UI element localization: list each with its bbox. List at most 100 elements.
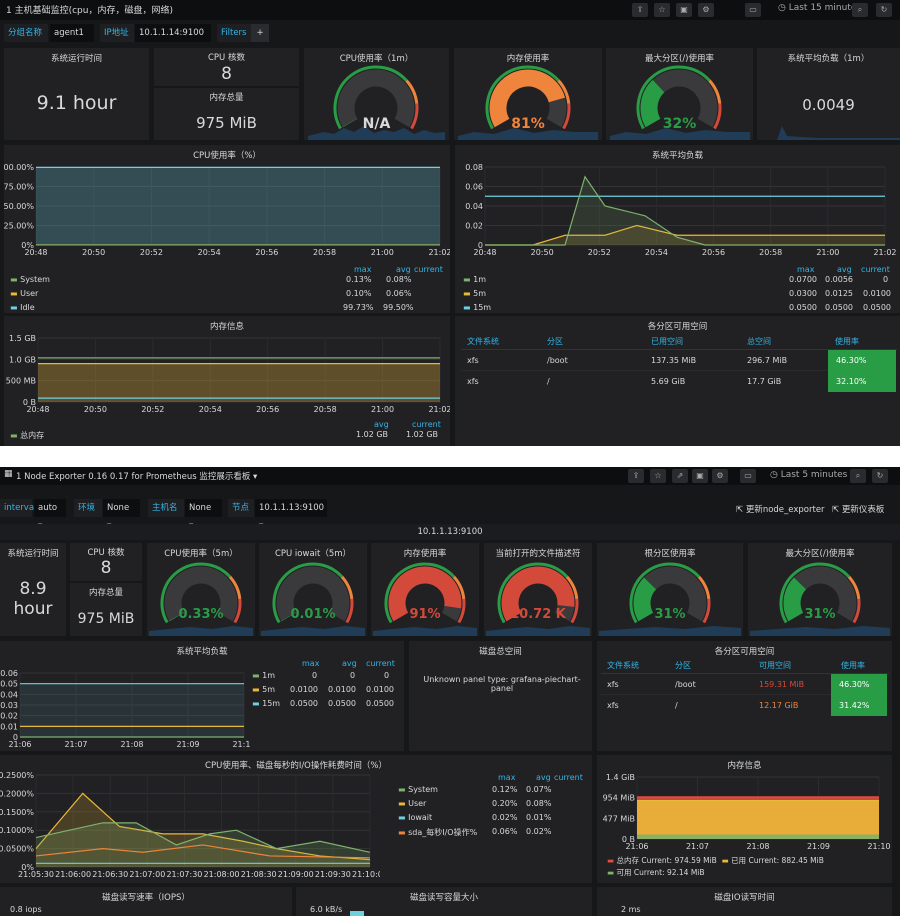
star-icon[interactable]: ☆ xyxy=(650,469,666,483)
dashboard-title[interactable]: 1 主机基础监控(cpu，内存，磁盘，网络) xyxy=(6,6,173,16)
var-select-hostname[interactable]: None ▾ xyxy=(185,499,222,531)
gauge-threshold xyxy=(333,65,408,130)
legend-row[interactable]: ▬ 1m 0 0 0 xyxy=(252,671,390,680)
legend-row[interactable]: ▬ 15m 0.0500 0.0500 0.0500 xyxy=(252,699,394,708)
update-node-exporter-link[interactable]: ⇱ 更新node_exporter xyxy=(736,505,825,515)
legend-row[interactable]: ▬ 15m 0.0500 0.0500 0.0500 xyxy=(463,303,891,312)
load-chart-panel: 系统平均负载 0.08 0.06 0.04 0.02 0 20:48 20:50 20:52 2… xyxy=(455,145,900,313)
save-icon[interactable]: ▣ xyxy=(692,469,708,483)
legend-row[interactable]: ▬ User 0.10% 0.06% xyxy=(10,289,412,298)
mem-total-panel: 内存总量 975 MiB xyxy=(70,583,142,636)
sparkline xyxy=(458,128,598,140)
mem-gauge-svg xyxy=(458,65,598,140)
legend-name: 可用 xyxy=(616,868,632,877)
cell-mount: / xyxy=(547,377,550,386)
partition-table: 文件系统 分区 已用空间 总空间 使用率 xfs /boot 137.35 Mi… xyxy=(461,336,897,392)
legend-name: User xyxy=(408,799,427,808)
legend-max: 99.73% xyxy=(343,303,374,312)
top-navbar: ▦ 1 Node Exporter 0.16 0.17 for Promethe… xyxy=(0,467,900,485)
var-select-group[interactable]: agent1 ▾ xyxy=(50,24,94,56)
legend-row[interactable]: ▬ 1m 0.0700 0.0056 0 xyxy=(463,275,889,284)
legend-row[interactable]: ▬ sda_每秒I/O操作% 0.06% 0.02% xyxy=(398,827,552,837)
legend-header-avg: avg xyxy=(342,659,357,668)
legend-row[interactable]: ▬ System 0.12% 0.07% xyxy=(398,785,552,794)
col-header[interactable]: 文件系统 xyxy=(467,337,499,346)
cpu-io-chart: 0.2500%0.2000%0.1500%0.1000%0.0500%0%21:… xyxy=(0,771,380,879)
settings-icon[interactable]: ⚙ xyxy=(698,3,714,17)
gauge-threshold xyxy=(457,598,466,624)
legend-header-max: max xyxy=(302,659,320,668)
panel-title: 内存总量 xyxy=(88,588,123,598)
legend-item[interactable]: ▬ 已用 Current: 882.45 MiB xyxy=(721,856,824,865)
share-icon[interactable]: ⇪ xyxy=(632,3,648,17)
gauge-fill xyxy=(633,577,657,622)
legend-item[interactable]: ▬ 可用 Current: 92.14 MiB xyxy=(607,868,705,877)
cpu-io-chart-panel: CPU使用率、磁盘每秒的I/O操作耗费时间（%） 0.2500% 0.2000% 0… xyxy=(0,755,592,883)
star-icon[interactable]: ☆ xyxy=(654,3,670,17)
legend-avg: 0.0500 xyxy=(825,303,853,312)
x-tick-label: 20:56 xyxy=(255,248,278,257)
col-header[interactable]: 使用率 xyxy=(835,337,859,346)
col-header[interactable]: 总空间 xyxy=(747,337,771,346)
tv-mode-icon[interactable]: ▭ xyxy=(745,3,761,17)
y-tick-label: 0.0500% xyxy=(0,845,34,854)
legend-current: 0.0500 xyxy=(863,303,891,312)
legend-name: Iowait xyxy=(408,813,433,822)
y-tick-label: 0.01 xyxy=(0,722,18,731)
zoom-out-icon[interactable]: ⌕ xyxy=(850,469,866,483)
legend-row[interactable]: ▬ User 0.20% 0.08% xyxy=(398,799,552,808)
col-header[interactable]: 文件系统 xyxy=(607,661,639,670)
var-select-env[interactable]: None ▾ xyxy=(103,499,140,531)
var-select-node[interactable]: 10.1.1.13:9100 ▾ xyxy=(255,499,327,531)
dashboard-title[interactable]: 1 Node Exporter 0.16 0.17 for Prometheus… xyxy=(16,472,258,482)
col-header[interactable]: 可用空间 xyxy=(759,661,791,670)
time-range-picker[interactable]: ◷ Last 5 minutes xyxy=(770,470,848,480)
legend-max: 0.12% xyxy=(492,785,518,794)
col-header[interactable]: 分区 xyxy=(675,661,691,670)
cpu-usage-chart: 100.00% 75.00% 50.00% 25.00% 0%20:48 20:50 20:… xyxy=(4,163,450,257)
y-tick-label: 0 B xyxy=(622,835,635,844)
zoom-out-icon[interactable]: ⌕ xyxy=(852,3,868,17)
legend-row[interactable]: ▬ 5m 0.0100 0.0100 0.0100 xyxy=(252,685,394,694)
legend-max: 0.10% xyxy=(346,289,372,298)
share-icon[interactable]: ⇪ xyxy=(628,469,644,483)
var-label-node: 节点 xyxy=(228,499,254,517)
panel-title: CPU使用率、磁盘每秒的I/O操作耗费时间（%） xyxy=(205,761,387,771)
refresh-icon[interactable]: ↻ xyxy=(872,469,888,483)
add-filter-button[interactable]: + xyxy=(251,24,269,42)
legend-avg: 0.0125 xyxy=(825,289,853,298)
var-select-interval[interactable]: auto ▾ xyxy=(34,499,66,531)
row-header[interactable]: 10.1.1.13:9100 xyxy=(0,524,900,540)
legend-row[interactable]: ▬ Idle 99.73% 99.50% xyxy=(10,303,414,312)
col-header[interactable]: 使用率 xyxy=(841,661,865,670)
dashboard-menu-icon[interactable]: ▦ xyxy=(4,469,13,479)
gauge-threshold xyxy=(565,575,579,600)
update-dashboard-link[interactable]: ⇱ 更新仪表板 xyxy=(832,505,885,515)
var-select-ip[interactable]: 10.1.1.14:9100 ▾ xyxy=(135,24,211,56)
legend-row[interactable]: ▬ 总内存 1.02 GB 1.02 GB xyxy=(10,430,439,440)
gauge-threshold xyxy=(557,79,571,104)
legend-avg: 0.0056 xyxy=(825,275,853,284)
settings-icon[interactable]: ⚙ xyxy=(712,469,728,483)
mem-total-value: 975 MiB xyxy=(196,114,257,132)
legend-item[interactable]: ▬ 总内存 Current: 974.59 MiB xyxy=(607,856,717,865)
tv-mode-icon[interactable]: ▭ xyxy=(740,469,756,483)
y-tick-label: 954 MiB xyxy=(603,794,635,803)
gauge-svg xyxy=(599,562,741,636)
legend-header-current: current xyxy=(861,265,890,274)
legend-avg: 0.08% xyxy=(526,799,552,808)
var-label-group: 分组名称 xyxy=(4,24,48,42)
uptime-value-unit: hour xyxy=(13,599,53,619)
legend-avg: 0.0500 xyxy=(328,699,356,708)
legend-label: Current: xyxy=(633,868,665,877)
share-link-icon[interactable]: ⇗ xyxy=(672,469,688,483)
col-header[interactable]: 已用空间 xyxy=(651,337,683,346)
legend-row[interactable]: ▬ System 0.13% 0.08% xyxy=(10,275,412,284)
time-range-picker[interactable]: ◷ Last 15 minutes xyxy=(778,3,862,13)
legend-row[interactable]: ▬ 5m 0.0300 0.0125 0.0100 xyxy=(463,289,891,298)
col-header[interactable]: 分区 xyxy=(547,337,563,346)
save-icon[interactable]: ▣ xyxy=(676,3,692,17)
legend-row[interactable]: ▬ Iowait 0.02% 0.01% xyxy=(398,813,552,822)
refresh-icon[interactable]: ↻ xyxy=(876,3,892,17)
table-row: xfs /boot 137.35 MiB 296.7 MiB 46.30% xyxy=(461,350,897,371)
